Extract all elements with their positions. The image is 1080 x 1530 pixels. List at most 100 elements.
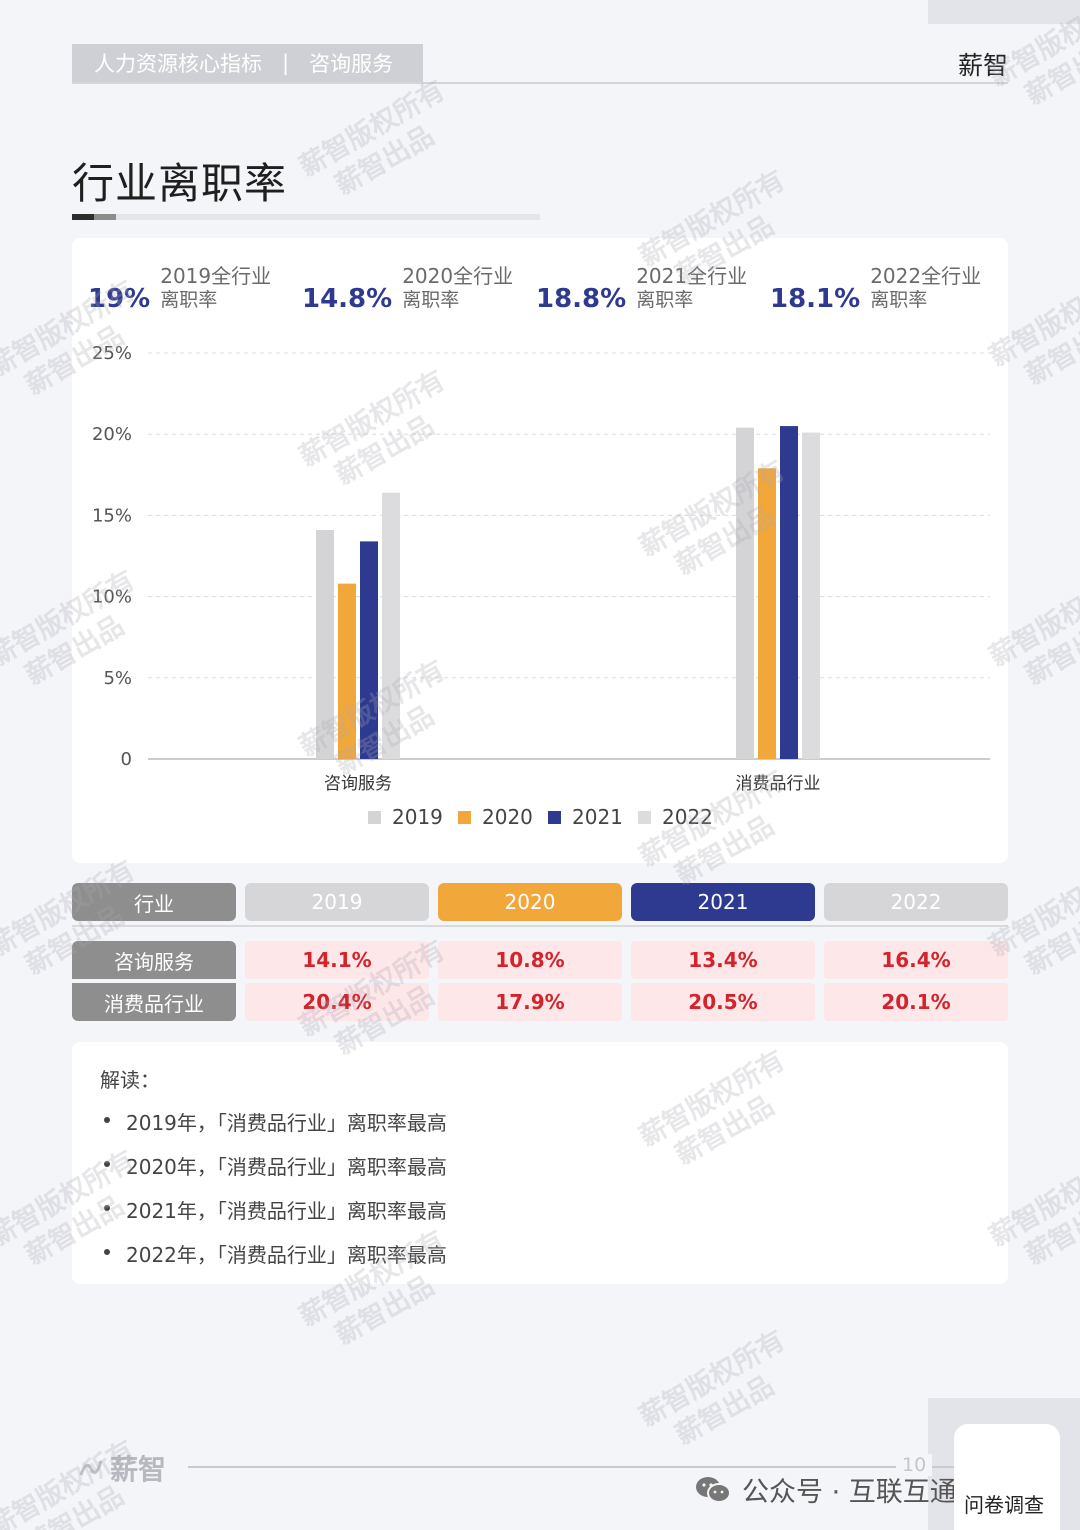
list-item: 2021年，「消费品行业」离职率最高: [100, 1195, 980, 1239]
kpi-value: 19%: [88, 284, 151, 314]
bar-2020: [758, 468, 776, 759]
kpi-value: 14.8%: [302, 284, 393, 314]
list-item: 2022年，「消费品行业」离职率最高: [100, 1239, 980, 1283]
kpi-label-line2: 离职率: [402, 289, 460, 311]
watermark-line2: 薪智出品: [1020, 1190, 1080, 1272]
kpi-label: 2022全行业 离职率: [870, 264, 981, 312]
footer-logo: 薪智: [78, 1448, 166, 1488]
survey-button[interactable]: 问卷调查: [954, 1424, 1060, 1530]
note-text: 2022年，「消费品行业」离职率最高: [126, 1243, 447, 1267]
title-underline: [72, 214, 540, 220]
table-header-year: 2020: [438, 883, 622, 921]
category-label: 消费品行业: [736, 774, 821, 794]
legend-label: 2021: [572, 805, 623, 829]
brand-logo-text: 薪智: [957, 51, 1008, 80]
watermark-line2: 薪智出品: [1020, 30, 1080, 112]
list-item: 2020年，「消费品行业」离职率最高: [100, 1151, 980, 1195]
watermark-line1: 薪智版权所有: [294, 74, 451, 183]
watermark: 薪智版权所有 薪智出品: [294, 74, 468, 214]
bar-2022: [802, 432, 820, 759]
table-cell: 16.4%: [824, 941, 1008, 979]
watermark-line2: 薪智出品: [1020, 610, 1080, 692]
interpretation-panel: 解读： 2019年，「消费品行业」离职率最高 2020年，「消费品行业」离职率最…: [72, 1042, 1008, 1284]
bar-2021: [780, 426, 798, 759]
table-header-divider: [72, 925, 1008, 927]
wechat-icon: [696, 1476, 731, 1503]
legend-swatch: [548, 811, 561, 824]
note-text: 2021年，「消费品行业」离职率最高: [126, 1199, 447, 1223]
y-tick-label: 5%: [103, 668, 132, 689]
table-cell: 14.1%: [245, 941, 429, 979]
header-separator: |: [282, 51, 290, 75]
bar-2019: [736, 427, 754, 759]
survey-button-label: 问卷调查: [964, 1493, 1044, 1517]
table-header-year: 2019: [245, 883, 429, 921]
table-header-year: 2021: [631, 883, 815, 921]
bullet-icon: [104, 1161, 110, 1167]
bullet-icon: [104, 1205, 110, 1211]
kpi-2021: 18.8% 2021全行业 离职率: [536, 264, 747, 314]
bar-2020: [338, 583, 356, 759]
y-tick-label: 20%: [92, 424, 132, 445]
kpi-label-line2: 离职率: [636, 289, 694, 311]
category-label: 咨询服务: [324, 774, 392, 794]
kpi-value: 18.8%: [536, 284, 627, 314]
table-cell: 10.8%: [438, 941, 622, 979]
corner-decoration-top: [928, 0, 1080, 24]
table-cell: 20.4%: [245, 983, 429, 1021]
kpi-label: 2021全行业 离职率: [636, 264, 747, 312]
footer-brand: 薪智: [110, 1453, 167, 1486]
page-title: 行业离职率: [72, 159, 288, 208]
y-tick-label: 10%: [92, 587, 132, 608]
watermark-line2: 薪智出品: [1020, 310, 1080, 392]
kpi-label-line1: 2022全行业: [870, 264, 982, 288]
legend-swatch: [638, 811, 651, 824]
bar-2022: [382, 492, 400, 759]
y-tick-label: 0: [121, 749, 132, 770]
footer-divider: [188, 1466, 970, 1468]
watermark-line2: 薪智出品: [1020, 900, 1080, 982]
y-tick-label: 15%: [92, 505, 132, 526]
kpi-label-line1: 2021全行业: [636, 264, 748, 288]
table-row-label: 消费品行业: [72, 983, 236, 1021]
table-cell: 20.1%: [824, 983, 1008, 1021]
header-tag: 人力资源核心指标 | 咨询服务: [72, 44, 423, 82]
bullet-icon: [104, 1249, 110, 1255]
y-tick-label: 25%: [92, 343, 132, 364]
kpi-label-line2: 离职率: [160, 289, 218, 311]
list-item: 2019年，「消费品行业」离职率最高: [100, 1107, 980, 1151]
brand-mark-icon: [79, 1460, 103, 1476]
chart-panel: 19% 2019全行业 离职率 14.8% 2020全行业 离职率 18.8% …: [72, 238, 1008, 863]
page-number: 10: [896, 1454, 933, 1476]
watermark-line2: 薪智出品: [670, 1370, 780, 1452]
table-cell: 17.9%: [438, 983, 622, 1021]
legend-label: 2020: [482, 805, 533, 829]
bullet-icon: [104, 1117, 110, 1123]
watermark-line1: 薪智版权所有: [634, 1324, 791, 1433]
kpi-label-line1: 2019全行业: [160, 264, 272, 288]
kpi-2020: 14.8% 2020全行业 离职率: [302, 264, 513, 314]
bar-chart: 0 5% 10% 15% 20% 25% 咨询服务 消费品行业 2019 2020 2021 2022: [92, 343, 990, 829]
kpi-value: 18.1%: [770, 284, 861, 314]
note-text: 2020年，「消费品行业」离职率最高: [126, 1155, 447, 1179]
legend-swatch: [458, 811, 471, 824]
bar-2019: [316, 530, 334, 759]
notes-list: 2019年，「消费品行业」离职率最高 2020年，「消费品行业」离职率最高 20…: [100, 1107, 980, 1283]
kpi-label: 2019全行业 离职率: [160, 264, 271, 312]
notes-title: 解读：: [100, 1068, 160, 1092]
legend-swatch: [368, 811, 381, 824]
table-header-industry: 行业: [72, 883, 236, 921]
note-text: 2019年，「消费品行业」离职率最高: [126, 1111, 447, 1135]
kpi-label-line2: 离职率: [870, 289, 928, 311]
table-cell: 20.5%: [631, 983, 815, 1021]
watermark: 薪智版权所有 薪智出品: [634, 1324, 808, 1464]
watermark-line2: 薪智出品: [330, 120, 440, 202]
bar-2021: [360, 541, 378, 759]
table-header-year: 2022: [824, 883, 1008, 921]
kpi-2022: 18.1% 2022全行业 离职率: [770, 264, 981, 314]
legend-label: 2022: [662, 805, 713, 829]
header-divider: [72, 82, 1008, 84]
header-section: 人力资源核心指标: [94, 52, 262, 76]
legend-label: 2019: [392, 805, 443, 829]
table-cell: 13.4%: [631, 941, 815, 979]
